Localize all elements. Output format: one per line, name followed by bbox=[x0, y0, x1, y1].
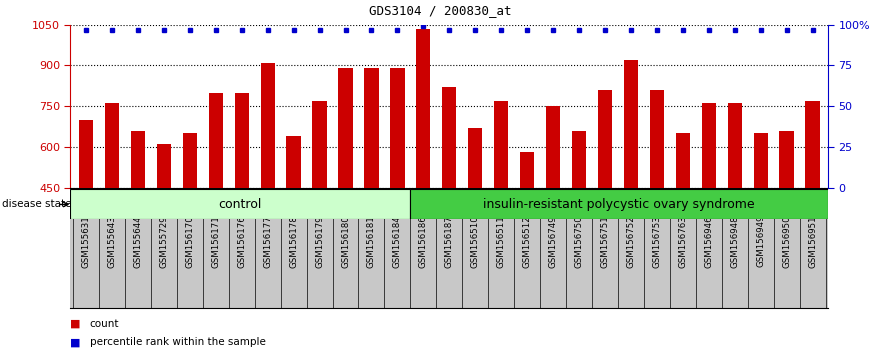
Text: count: count bbox=[90, 319, 119, 329]
Bar bbox=[753, 133, 768, 310]
Bar bbox=[442, 87, 456, 310]
Bar bbox=[546, 106, 560, 310]
Bar bbox=[468, 128, 483, 310]
Bar bbox=[365, 68, 379, 310]
Text: insulin-resistant polycystic ovary syndrome: insulin-resistant polycystic ovary syndr… bbox=[484, 198, 755, 211]
Bar bbox=[411, 189, 828, 219]
Bar bbox=[338, 68, 352, 310]
Text: ■: ■ bbox=[70, 337, 81, 348]
Bar bbox=[209, 93, 223, 310]
Text: control: control bbox=[218, 198, 263, 211]
Bar bbox=[234, 93, 248, 310]
Bar bbox=[79, 120, 93, 310]
Bar bbox=[780, 131, 794, 310]
Bar bbox=[520, 152, 534, 310]
Bar bbox=[261, 63, 275, 310]
Bar bbox=[598, 90, 612, 310]
Bar bbox=[105, 103, 119, 310]
Bar bbox=[313, 101, 327, 310]
Bar bbox=[70, 189, 411, 219]
Bar bbox=[572, 131, 586, 310]
Bar bbox=[494, 101, 508, 310]
Bar bbox=[728, 103, 742, 310]
Bar bbox=[701, 103, 716, 310]
Bar bbox=[416, 29, 431, 310]
Bar bbox=[676, 133, 690, 310]
Text: disease state: disease state bbox=[2, 199, 71, 210]
Bar bbox=[390, 68, 404, 310]
Text: ■: ■ bbox=[70, 319, 81, 329]
Bar bbox=[157, 144, 171, 310]
Text: percentile rank within the sample: percentile rank within the sample bbox=[90, 337, 266, 348]
Bar bbox=[624, 60, 638, 310]
Bar bbox=[805, 101, 819, 310]
Bar bbox=[130, 131, 145, 310]
Text: GDS3104 / 200830_at: GDS3104 / 200830_at bbox=[369, 4, 512, 17]
Bar bbox=[182, 133, 197, 310]
Bar bbox=[650, 90, 664, 310]
Bar bbox=[286, 136, 300, 310]
